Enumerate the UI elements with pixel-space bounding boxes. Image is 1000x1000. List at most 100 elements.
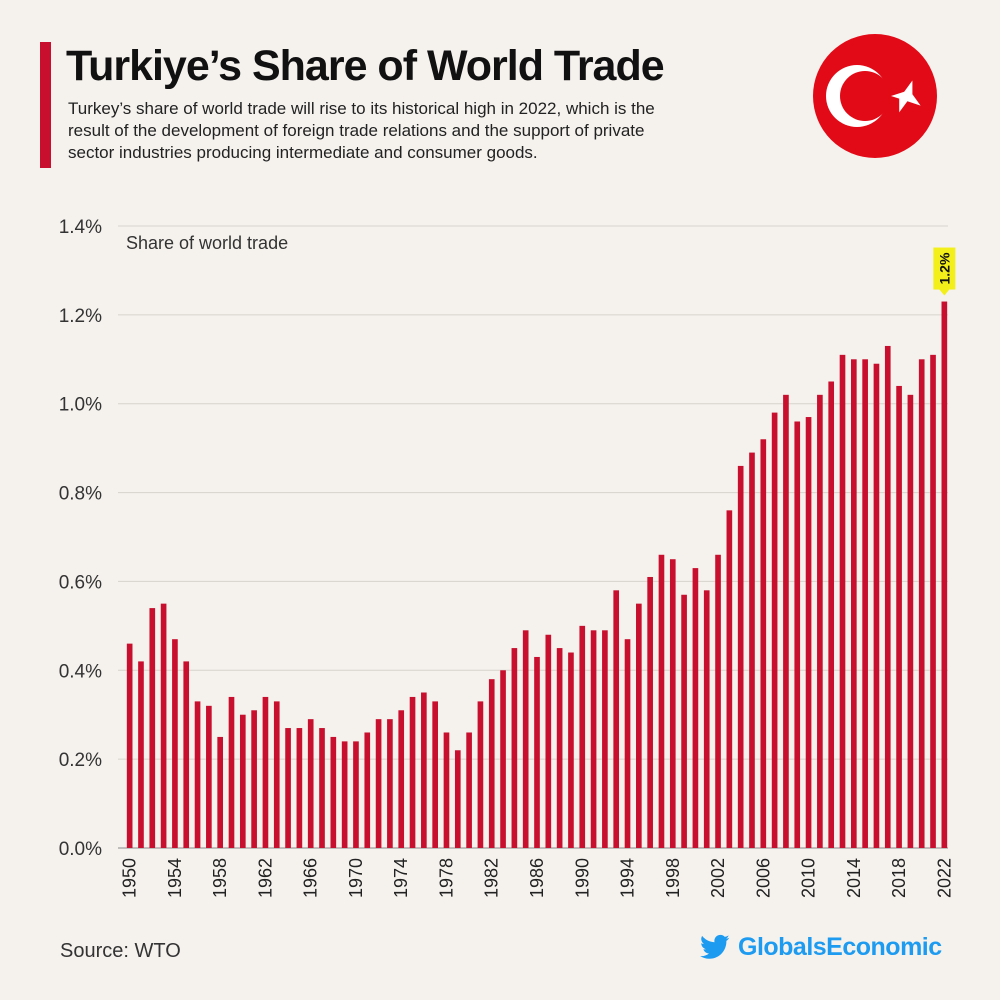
- bar: [534, 656, 540, 848]
- x-tick-label: 1966: [301, 858, 321, 898]
- bar: [817, 394, 823, 848]
- bar: [443, 732, 450, 848]
- y-tick-label: 0.0%: [59, 839, 102, 860]
- title-accent-bar: [40, 42, 51, 168]
- x-tick-label: 1970: [346, 858, 366, 898]
- y-tick-label: 0.4%: [59, 661, 102, 682]
- bar: [760, 439, 767, 848]
- y-tick-label: 1.4%: [59, 217, 102, 238]
- bar: [884, 345, 891, 848]
- bar: [217, 736, 224, 848]
- bar: [602, 630, 608, 848]
- x-tick-label: 1974: [391, 858, 411, 898]
- bar: [172, 639, 178, 848]
- bar: [624, 639, 631, 848]
- bar: [330, 736, 337, 848]
- x-tick-label: 2006: [753, 858, 773, 898]
- bar: [703, 590, 710, 848]
- bar: [138, 661, 144, 848]
- bar: [873, 363, 880, 848]
- bar: [749, 452, 755, 848]
- bar: [636, 603, 642, 848]
- bar: [918, 359, 925, 848]
- x-tick-label: 1962: [255, 858, 275, 898]
- bar: [590, 630, 597, 848]
- bar: [477, 701, 484, 848]
- bar: [500, 670, 506, 848]
- x-tick-label: 2014: [844, 858, 864, 898]
- bar: [805, 417, 812, 848]
- bar: [409, 696, 416, 848]
- bar: [647, 576, 653, 848]
- annotation-label: 1.2%: [936, 252, 952, 284]
- bar: [194, 701, 201, 848]
- bar: [522, 630, 529, 848]
- x-tick-label: 1994: [618, 858, 638, 898]
- x-tick-label: 1990: [572, 858, 592, 898]
- bar: [794, 421, 801, 848]
- bar: [251, 710, 257, 848]
- bar: [658, 554, 665, 848]
- x-tick-label: 2010: [799, 858, 819, 898]
- bar: [726, 510, 733, 848]
- bar: [262, 696, 269, 848]
- bar: [319, 728, 325, 848]
- x-tick-label: 1986: [527, 858, 547, 898]
- bar: [273, 701, 280, 848]
- brand: GlobalsEconomic: [698, 932, 942, 962]
- bar: [850, 359, 857, 848]
- x-tick-label: 2022: [934, 858, 954, 898]
- bar: [568, 652, 574, 848]
- bar: [126, 643, 133, 848]
- bar: [556, 648, 563, 848]
- page-subtitle: Turkey’s share of world trade will rise …: [68, 99, 655, 162]
- bar: [907, 394, 914, 848]
- source-note: Source: WTO: [60, 940, 181, 962]
- bar: [398, 710, 405, 848]
- bar: [421, 692, 427, 848]
- y-tick-label: 1.2%: [59, 306, 102, 327]
- bar: [930, 354, 936, 848]
- bar: [715, 554, 721, 848]
- bar: [896, 385, 902, 848]
- bar: [488, 679, 495, 848]
- bar: [545, 634, 552, 848]
- turkey-flag-icon: [813, 34, 937, 158]
- bar: [828, 381, 835, 848]
- bar: [862, 359, 868, 848]
- bar: [160, 603, 167, 848]
- x-tick-label: 1998: [663, 858, 683, 898]
- brand-name: GlobalsEconomic: [738, 932, 942, 961]
- y-tick-label: 0.2%: [59, 750, 102, 771]
- y-tick-label: 1.0%: [59, 395, 102, 416]
- bar: [511, 648, 518, 848]
- bar: [771, 412, 778, 848]
- bar: [681, 594, 687, 848]
- bar: [239, 714, 246, 848]
- x-tick-label: 1958: [210, 858, 230, 898]
- bar: [149, 608, 156, 848]
- x-tick-label: 1950: [120, 858, 140, 898]
- bar: [183, 661, 190, 848]
- bar: [839, 354, 846, 848]
- bar: [353, 741, 359, 848]
- y-axis-label: Share of world trade: [126, 233, 288, 253]
- twitter-bird-icon: [700, 934, 730, 959]
- x-tick-label: 2018: [889, 858, 909, 898]
- bar: [613, 590, 620, 848]
- annotation-pointer: [939, 289, 950, 296]
- bar: [206, 705, 212, 848]
- bar: [941, 301, 948, 848]
- x-tick-label: 2002: [708, 858, 728, 898]
- bar: [296, 728, 303, 848]
- bar: [737, 465, 744, 848]
- bar: [228, 696, 235, 848]
- bar: [375, 719, 382, 848]
- y-tick-label: 0.6%: [59, 572, 102, 593]
- bar: [307, 719, 314, 848]
- bar: [454, 750, 461, 848]
- y-tick-label: 0.8%: [59, 484, 102, 505]
- x-tick-label: 1954: [165, 858, 185, 898]
- x-tick-label: 1978: [436, 858, 456, 898]
- bar: [783, 394, 789, 848]
